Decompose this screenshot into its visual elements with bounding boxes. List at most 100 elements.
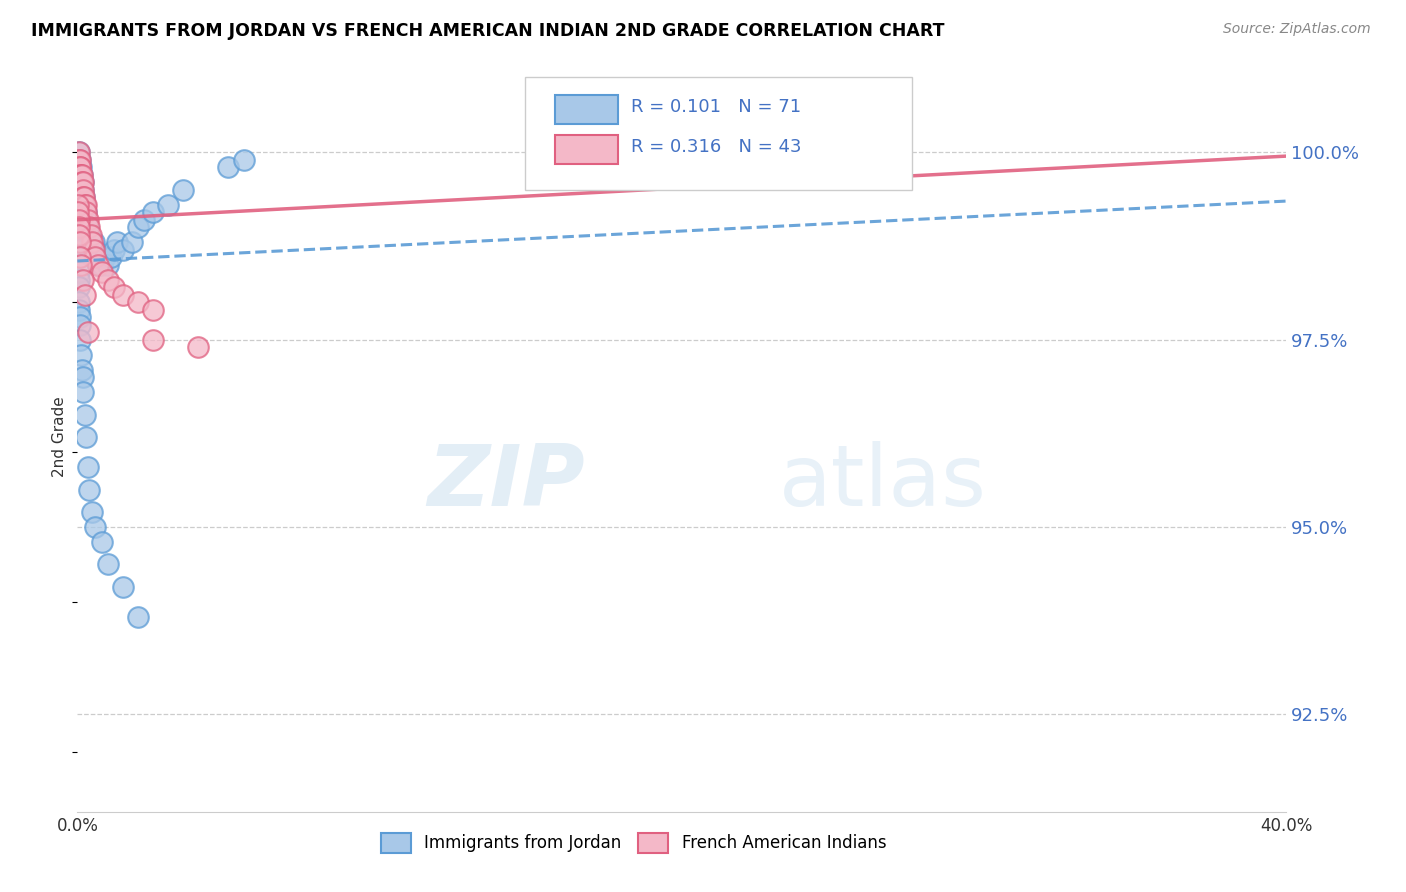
Point [67, 250, 90, 264]
Point [187, 340, 209, 354]
Point [121, 235, 143, 250]
Point [73, 190, 96, 204]
Point [69, 161, 91, 175]
Point [84, 250, 107, 264]
Bar [555, 135, 617, 163]
Point [84, 520, 107, 534]
Point [73, 287, 96, 301]
Point [172, 183, 194, 197]
Point [80, 227, 103, 242]
Point [79, 220, 101, 235]
Point [67, 153, 90, 167]
Point [72, 205, 94, 219]
Point [69, 183, 91, 197]
Point [90, 258, 112, 272]
Point [69, 310, 91, 325]
Point [75, 205, 97, 219]
Point [66, 198, 89, 212]
Text: ZIP: ZIP [427, 441, 585, 524]
Point [70, 168, 93, 182]
Point [72, 198, 94, 212]
Point [67, 153, 90, 167]
Point [69, 302, 91, 317]
Point [72, 175, 94, 189]
Point [86, 250, 108, 264]
Point [69, 168, 91, 182]
Point [75, 430, 97, 444]
Point [87, 258, 110, 272]
Point [70, 348, 93, 362]
Point [67, 280, 90, 294]
Point [67, 243, 90, 257]
Point [70, 168, 93, 182]
Point [232, 153, 254, 167]
Point [67, 220, 90, 235]
Point [69, 161, 91, 175]
Point [96, 258, 118, 272]
Point [67, 273, 90, 287]
Point [69, 153, 91, 167]
Point [67, 205, 90, 219]
Point [82, 235, 104, 250]
Point [111, 287, 134, 301]
Point [80, 235, 103, 250]
Point [72, 183, 94, 197]
Point [67, 227, 90, 242]
Point [127, 220, 149, 235]
Point [87, 258, 110, 272]
Point [84, 243, 107, 257]
Point [67, 145, 90, 160]
Point [103, 280, 125, 294]
Point [69, 168, 91, 182]
Point [73, 198, 96, 212]
Point [82, 243, 104, 257]
Point [105, 235, 128, 250]
Point [79, 227, 101, 242]
Point [69, 295, 91, 310]
Point [96, 558, 118, 572]
Point [111, 580, 134, 594]
Point [82, 505, 104, 519]
Point [69, 235, 91, 250]
Text: atlas: atlas [779, 441, 987, 524]
Legend: Immigrants from Jordan, French American Indians: Immigrants from Jordan, French American … [374, 826, 893, 860]
Point [70, 175, 93, 189]
Point [69, 333, 91, 347]
Point [72, 370, 94, 384]
Point [103, 243, 125, 257]
Point [75, 212, 97, 227]
Point [70, 168, 93, 182]
Point [142, 302, 165, 317]
Point [67, 168, 90, 182]
Point [142, 333, 165, 347]
Point [67, 227, 90, 242]
Point [72, 385, 94, 400]
Point [70, 258, 93, 272]
Point [127, 295, 149, 310]
Point [73, 408, 96, 422]
Point [67, 212, 90, 227]
Point [75, 205, 97, 219]
Bar [555, 95, 617, 124]
Point [111, 243, 134, 257]
Point [218, 161, 240, 175]
Y-axis label: 2nd Grade: 2nd Grade [52, 397, 67, 477]
Point [72, 190, 94, 204]
Point [93, 250, 115, 264]
Point [90, 265, 112, 279]
Point [67, 161, 90, 175]
Point [66, 220, 89, 235]
Point [67, 175, 90, 189]
Point [75, 198, 97, 212]
Point [69, 153, 91, 167]
Point [70, 161, 93, 175]
Point [883, 145, 905, 160]
Point [77, 212, 100, 227]
Text: R = 0.316   N = 43: R = 0.316 N = 43 [631, 138, 801, 156]
Point [67, 145, 90, 160]
Text: IMMIGRANTS FROM JORDAN VS FRENCH AMERICAN INDIAN 2ND GRADE CORRELATION CHART: IMMIGRANTS FROM JORDAN VS FRENCH AMERICA… [31, 22, 945, 40]
Point [79, 483, 101, 497]
Point [70, 190, 93, 204]
Point [69, 161, 91, 175]
Point [142, 205, 165, 219]
